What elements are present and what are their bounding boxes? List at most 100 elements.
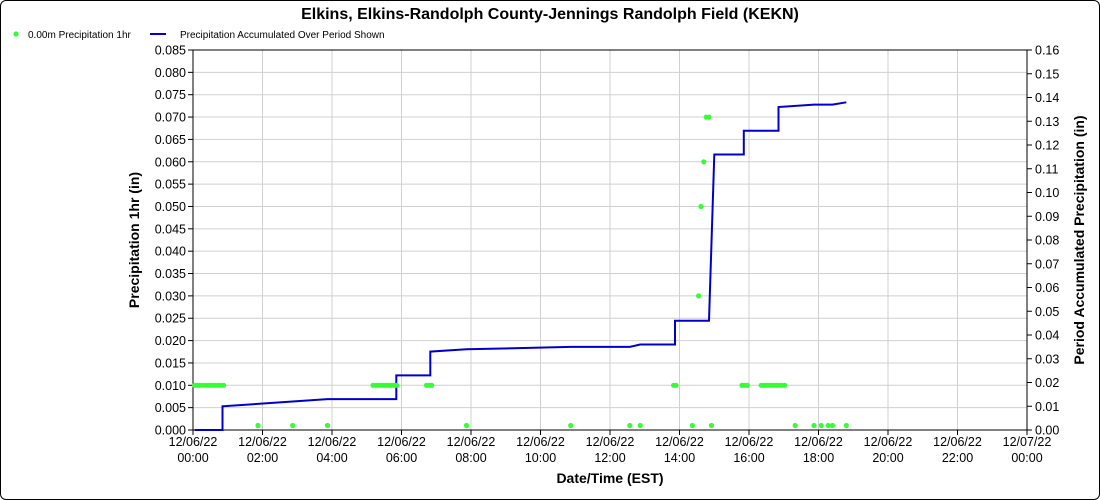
right-tick-label: 0.04 (1035, 329, 1059, 343)
right-tick-label: 0.07 (1035, 257, 1059, 271)
grid (192, 49, 1028, 431)
right-tick-label: 0.00 (1035, 424, 1059, 438)
left-tick-label: 0.020 (155, 334, 186, 348)
x-tick-time: 02:00 (247, 451, 278, 465)
right-tick-label: 0.10 (1035, 186, 1059, 200)
precip-1hr-point (843, 422, 849, 429)
left-tick-label: 0.055 (155, 178, 186, 192)
right-tick-label: 0.12 (1035, 139, 1059, 153)
precip-1hr-point (637, 422, 643, 429)
left-tick-label: 0.000 (155, 424, 186, 438)
left-tick-label: 0.050 (155, 200, 186, 214)
x-tick-time: 10:00 (525, 451, 556, 465)
x-tick-time: 20:00 (872, 451, 903, 465)
left-tick-label: 0.080 (155, 66, 186, 80)
precip-1hr-point (290, 422, 296, 429)
left-tick-label: 0.045 (155, 222, 186, 236)
left-tick-label: 0.010 (155, 379, 186, 393)
precip-1hr-point (221, 382, 227, 388)
left-tick-label: 0.005 (155, 401, 186, 415)
x-axis: 12/06/22 00:00 12/06/22 02:00 12/06/22 04:00 1… (169, 430, 1052, 465)
left-tick-label: 0.015 (155, 356, 186, 370)
precip-1hr-point (708, 422, 715, 429)
x-tick-date: 12/06/22 (169, 435, 218, 449)
precip-1hr-point (627, 422, 633, 429)
x-tick-date: 12/06/22 (377, 435, 426, 449)
precip-1hr-point (689, 422, 696, 429)
precip-1hr-point (792, 422, 798, 429)
legend-label-precip-1hr: 0.00m Precipitation 1hr (28, 30, 132, 41)
x-tick-time: 16:00 (733, 451, 764, 465)
precip-1hr-point (744, 382, 750, 388)
precip-1hr-point (255, 422, 261, 429)
precip-1hr-point (706, 114, 712, 120)
precip-1hr-point (829, 422, 836, 429)
right-tick-label: 0.14 (1035, 91, 1059, 105)
left-tick-label: 0.040 (155, 245, 186, 259)
x-tick-time: 14:00 (664, 451, 695, 465)
left-tick-label: 0.025 (155, 312, 186, 326)
accumulated-precip-line (194, 101, 847, 431)
precip-1hr-point (673, 382, 679, 388)
accumulated-series (194, 101, 847, 431)
right-tick-label: 0.16 (1035, 44, 1059, 58)
left-axis: 0.000 0.005 0.010 0.015 0.020 0.025 0.030 0.035… (155, 44, 193, 438)
left-tick-label: 0.060 (155, 155, 186, 169)
left-axis-label: Precipitation 1hr (in) (126, 172, 142, 308)
left-tick-label: 0.075 (155, 88, 186, 102)
right-tick-label: 0.02 (1035, 376, 1059, 390)
precip-1hr-point (568, 422, 574, 429)
precip-1hr-point (463, 422, 470, 429)
legend: 0.00m Precipitation 1hr Precipitation Ac… (13, 30, 385, 41)
x-tick-time: 08:00 (455, 451, 486, 465)
x-tick-date: 12/06/22 (586, 435, 635, 449)
x-tick-date: 12/07/22 (1003, 435, 1052, 449)
left-tick-label: 0.030 (155, 289, 186, 303)
left-tick-label: 0.070 (155, 111, 186, 125)
right-tick-label: 0.15 (1035, 67, 1059, 81)
chart-title: Elkins, Elkins-Randolph County-Jennings … (301, 6, 799, 23)
precip-1hr-point (825, 422, 831, 429)
x-tick-date: 12/06/22 (308, 435, 357, 449)
right-tick-label: 0.09 (1035, 210, 1059, 224)
x-tick-date: 12/06/22 (516, 435, 565, 449)
x-tick-time: 06:00 (386, 451, 417, 465)
right-tick-label: 0.05 (1035, 305, 1059, 319)
x-tick-date: 12/06/22 (725, 435, 774, 449)
precip-1hr-point (429, 382, 435, 388)
right-tick-label: 0.11 (1035, 162, 1058, 176)
precip-1hr-point (818, 422, 824, 429)
precip-1hr-point (698, 203, 704, 210)
x-tick-time: 12:00 (594, 451, 625, 465)
legend-marker-precip-1hr (13, 31, 19, 37)
precip-1hr-point (811, 422, 817, 429)
left-tick-label: 0.065 (155, 133, 186, 147)
x-tick-time: 22:00 (942, 451, 973, 465)
x-axis-label: Date/Time (EST) (556, 470, 663, 486)
x-tick-date: 12/06/22 (655, 435, 704, 449)
x-tick-date: 12/06/22 (447, 435, 496, 449)
right-tick-label: 0.08 (1035, 234, 1059, 248)
precip-1hr-series (192, 114, 849, 429)
precip-1hr-point (701, 159, 707, 165)
x-tick-date: 12/06/22 (864, 435, 913, 449)
right-tick-label: 0.13 (1035, 115, 1059, 129)
left-tick-label: 0.035 (155, 267, 186, 281)
precip-1hr-point (324, 422, 331, 429)
x-tick-date: 12/06/22 (794, 435, 843, 449)
x-tick-time: 00:00 (177, 451, 208, 465)
x-tick-time: 00:00 (1011, 451, 1042, 465)
right-tick-label: 0.03 (1035, 352, 1059, 366)
right-tick-label: 0.01 (1035, 400, 1059, 414)
x-tick-date: 12/06/22 (933, 435, 982, 449)
precip-1hr-point (394, 382, 400, 388)
legend-label-accumulated: Precipitation Accumulated Over Period Sh… (180, 30, 385, 41)
right-tick-label: 0.06 (1035, 281, 1059, 295)
right-axis: 0.00 0.01 0.02 0.03 0.04 0.05 0.06 0.07 0.08 0.09… (1027, 44, 1059, 438)
precip-1hr-point (696, 293, 702, 299)
left-tick-label: 0.085 (155, 44, 186, 58)
x-tick-time: 18:00 (803, 451, 834, 465)
right-axis-label: Period Accumulated Precipitation (in) (1071, 115, 1087, 364)
